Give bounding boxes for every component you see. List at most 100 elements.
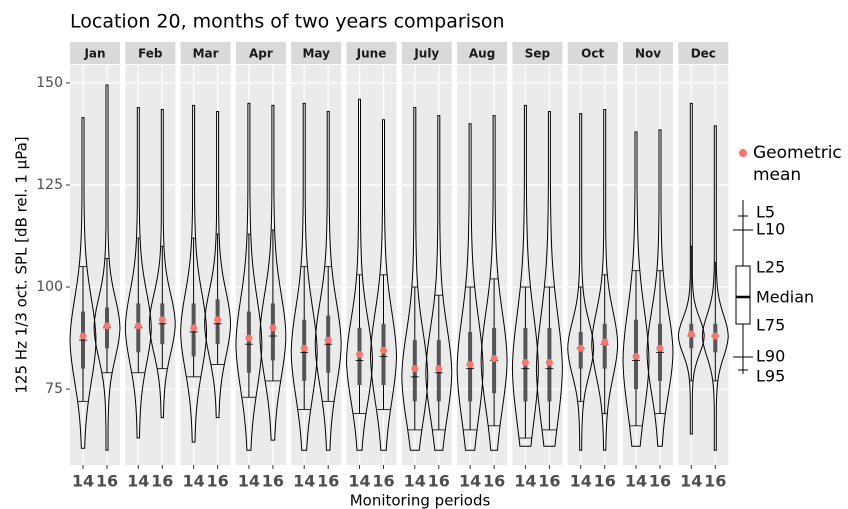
mean-point (711, 332, 719, 340)
mean-point (190, 324, 198, 332)
y-tick-label: 100 (36, 279, 63, 295)
panel (291, 65, 342, 465)
violin (425, 115, 453, 451)
x-tick-label: 16 (704, 472, 726, 491)
box-legend-key (733, 200, 753, 374)
mean-point (601, 338, 609, 346)
x-tick-label: 14 (72, 472, 94, 491)
violin (148, 108, 176, 419)
mean-point (687, 330, 695, 338)
violin (646, 129, 674, 447)
facet-label: June (356, 47, 387, 61)
facet-label: Nov (635, 47, 661, 61)
mean-point (134, 322, 142, 330)
violin (204, 111, 232, 419)
panel (512, 65, 563, 465)
legend-box-label: L5 (756, 203, 775, 222)
panel (180, 65, 231, 465)
box (381, 323, 386, 385)
mean-point (324, 336, 332, 344)
violin (401, 106, 429, 451)
facet-label: July (413, 47, 439, 61)
x-tick-label: 14 (514, 472, 536, 491)
x-tick-label: 16 (96, 472, 118, 491)
facet-label: Aug (469, 47, 495, 61)
strip (623, 42, 673, 64)
x-tick-label: 16 (262, 472, 284, 491)
facet-label: Dec (691, 47, 716, 61)
x-tick-label: 14 (680, 472, 702, 491)
violin (93, 84, 121, 451)
mean-point (632, 352, 640, 360)
mean-point (356, 350, 363, 358)
box (246, 311, 251, 373)
mean-point (380, 346, 387, 354)
violin (456, 123, 484, 451)
violin (480, 115, 508, 451)
mean-point (214, 316, 222, 324)
legend-box-label: L25 (756, 258, 785, 277)
x-axis-label: Monitoring periods (350, 492, 491, 509)
violin (701, 125, 729, 451)
mean-point (411, 365, 419, 373)
panel (457, 65, 508, 465)
x-tick-label: 14 (404, 472, 426, 491)
strip (567, 42, 618, 64)
mean-point (158, 316, 166, 324)
mean-point (466, 361, 474, 369)
panel (346, 65, 397, 465)
chart-title: Location 20, months of two years compari… (70, 11, 505, 33)
legend-box-label: L75 (756, 316, 785, 335)
x-tick-label: 16 (151, 472, 173, 491)
x-tick-label: 14 (293, 472, 315, 491)
strip (180, 42, 231, 64)
x-tick-label: 16 (594, 472, 616, 491)
violin (314, 111, 342, 451)
x-tick-label: 16 (483, 472, 505, 491)
x-tick-label: 16 (317, 472, 339, 491)
panel (70, 65, 120, 465)
facet-label: Mar (193, 47, 219, 61)
legend-box-label: L90 (756, 347, 785, 366)
legend-box-label: L10 (756, 220, 785, 239)
strip (457, 42, 508, 64)
mean-point (521, 359, 529, 367)
strip (401, 42, 452, 64)
mean-point (435, 365, 443, 373)
strip (291, 42, 342, 64)
legend-box-label: L95 (756, 367, 785, 386)
strip (346, 42, 397, 64)
violin (69, 117, 97, 449)
facet-label: Feb (138, 47, 163, 61)
facet-label: May (302, 47, 330, 61)
mean-point (490, 354, 498, 362)
violin (180, 104, 208, 443)
panel (401, 65, 452, 465)
x-tick-label: 16 (428, 472, 450, 491)
y-axis-label: 125 Hz 1/3 oct. SPL [dB rel. 1 µPa] (13, 136, 31, 393)
mean-point (656, 344, 664, 352)
mean-point (300, 344, 308, 352)
violin (370, 119, 397, 451)
panel (678, 65, 729, 465)
violin (511, 104, 539, 447)
x-tick-label: 14 (348, 472, 370, 491)
panel (125, 65, 176, 465)
box (602, 323, 607, 369)
mean-point (577, 344, 585, 352)
facet-label: Sep (525, 47, 551, 61)
mean-point (245, 334, 253, 342)
legend-mean-key (739, 149, 747, 157)
x-tick-label: 14 (127, 472, 149, 491)
x-tick-label: 16 (372, 472, 394, 491)
strip (70, 42, 120, 64)
x-tick-label: 14 (459, 472, 481, 491)
x-tick-label: 16 (538, 472, 560, 491)
violin (259, 104, 287, 441)
violin (124, 106, 152, 439)
y-tick-label: 150 (36, 75, 63, 91)
y-tick-label: 75 (45, 381, 63, 397)
panel (623, 65, 673, 465)
